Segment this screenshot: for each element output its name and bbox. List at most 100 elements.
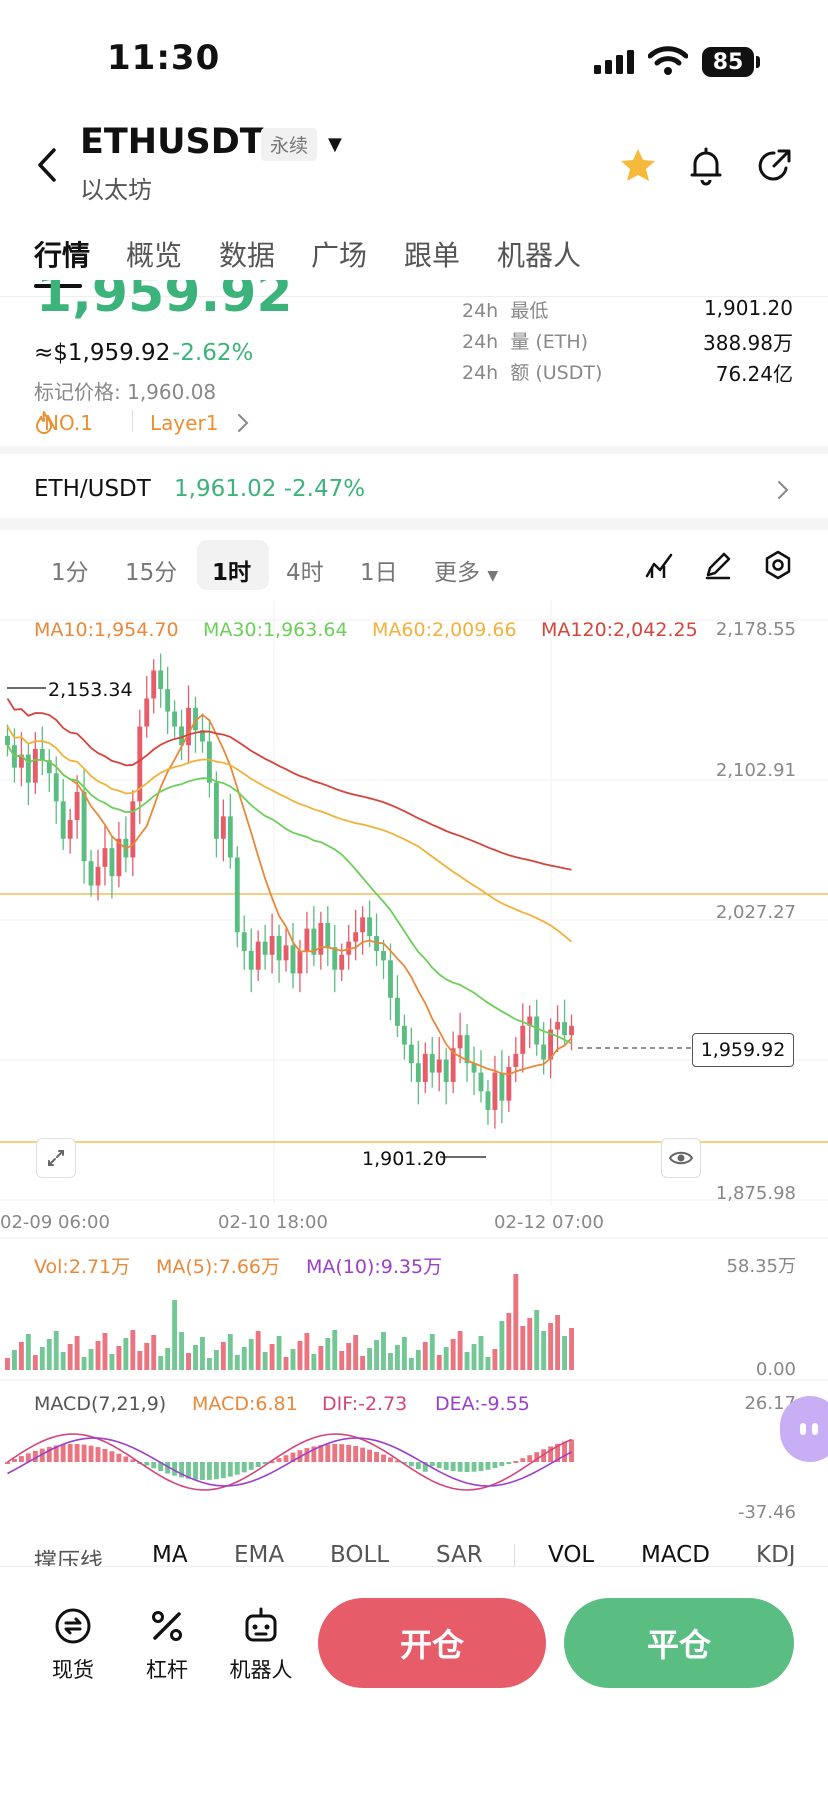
usd-price: ≈$1,959.92 — [34, 340, 171, 366]
volume-bar — [137, 1351, 143, 1370]
macd-bar — [485, 1462, 491, 1470]
macd-bar — [471, 1462, 477, 1472]
candle-body — [436, 1059, 442, 1073]
candle-body — [290, 945, 296, 974]
macd-bar — [144, 1462, 150, 1466]
time-axis-label: 02-10 18:00 — [218, 1212, 328, 1233]
indicator-ma[interactable]: MA — [152, 1542, 188, 1566]
vol-legend: Vol:2.71万 — [34, 1256, 131, 1278]
volume-bar — [381, 1332, 386, 1370]
timeframe-4h[interactable]: 4时 — [286, 560, 324, 586]
price-axis-label: 2,102.91 — [715, 760, 796, 781]
leverage-label: 杠杆 — [146, 1658, 188, 1682]
indicator-ema[interactable]: EMA — [234, 1542, 285, 1566]
flame-icon — [36, 411, 52, 434]
stat-turnover-value: 76.24亿 — [715, 362, 793, 386]
macd-bar — [520, 1458, 526, 1462]
volume-bar — [374, 1340, 379, 1370]
macd-axis-max: 26.17 — [744, 1393, 796, 1414]
settings-icon[interactable] — [762, 549, 794, 581]
draw-pen-icon[interactable] — [702, 549, 734, 581]
share-icon[interactable] — [752, 144, 796, 188]
leverage-button[interactable]: 杠杆 — [122, 1604, 212, 1688]
open-position-button[interactable]: 开仓 — [318, 1598, 546, 1688]
candle-body — [227, 816, 233, 858]
cellular-signal-icon — [594, 50, 634, 74]
kline-chart[interactable] — [0, 600, 828, 1530]
tab-square[interactable]: 广场 — [311, 239, 368, 272]
floating-assistant-button[interactable] — [780, 1396, 828, 1462]
tab-data[interactable]: 数据 — [219, 239, 276, 272]
volume-bar — [206, 1358, 212, 1370]
spot-button[interactable]: 现货 — [28, 1604, 118, 1688]
ma30-line — [6, 744, 572, 1045]
indicator-kdj[interactable]: KDJ — [756, 1542, 796, 1566]
chevron-down-icon[interactable]: ▼ — [328, 134, 342, 155]
tab-copy-trading[interactable]: 跟单 — [404, 239, 461, 272]
chevron-right-icon[interactable] — [236, 412, 250, 434]
symbol-title[interactable]: ETHUSDT — [80, 122, 264, 162]
timeframe-active-bg — [197, 540, 269, 590]
timeframe-1h[interactable]: 1时 — [212, 560, 252, 586]
timeframe-1d[interactable]: 1日 — [360, 560, 398, 586]
candle-body — [255, 941, 261, 970]
timeframe-1m[interactable]: 1分 — [51, 560, 89, 586]
volume-bar — [165, 1348, 171, 1370]
volume-bar — [429, 1334, 435, 1370]
tab-bots[interactable]: 机器人 — [497, 239, 582, 272]
indicator-support-resistance[interactable]: 撑压线 — [34, 1549, 103, 1566]
indicator-boll[interactable]: BOLL — [330, 1542, 390, 1566]
volume-bar — [332, 1330, 338, 1370]
candle-body — [513, 1053, 519, 1067]
indicator-macd[interactable]: MACD — [641, 1542, 710, 1566]
candle-body — [485, 1091, 491, 1111]
rank-tag[interactable]: NO.1 — [44, 411, 93, 435]
tab-market[interactable]: 行情 — [34, 239, 91, 272]
macd-bar — [46, 1446, 52, 1462]
ma10-legend: MA10:1,954.70 — [34, 619, 179, 641]
vol-ma10-legend: MA(10):9.35万 — [306, 1256, 443, 1278]
wifi-icon — [648, 46, 688, 75]
volume-bar — [443, 1347, 449, 1370]
eye-icon — [668, 1151, 694, 1165]
volume-bar — [569, 1328, 574, 1370]
macd-bar — [415, 1462, 421, 1470]
star-icon[interactable] — [616, 144, 660, 188]
close-position-button[interactable]: 平仓 — [564, 1598, 794, 1688]
macd-bar — [527, 1455, 533, 1462]
bot-button[interactable]: 机器人 — [216, 1604, 306, 1688]
candle-body — [499, 1072, 505, 1101]
volume-bar — [548, 1323, 554, 1370]
spot-pair-name[interactable]: ETH/USDT — [34, 476, 151, 502]
current-price-tag: 1,959.92 — [692, 1033, 794, 1067]
ma30-legend: MA30:1,963.64 — [203, 619, 348, 641]
volume-bar — [109, 1354, 115, 1370]
spot-pair-price[interactable]: 1,961.02 -2.47% — [174, 476, 366, 502]
macd-bar — [346, 1444, 352, 1462]
indicator-icon[interactable] — [644, 550, 676, 580]
indicator-vol[interactable]: VOL — [548, 1542, 595, 1566]
timeframe-15m[interactable]: 15分 — [125, 560, 178, 586]
timeframe-more[interactable]: 更多 ▼ — [434, 560, 499, 586]
volume-bar — [116, 1346, 122, 1370]
robot-icon — [245, 1607, 277, 1642]
ma10-line — [6, 713, 573, 1076]
tab-overview[interactable]: 概览 — [126, 239, 183, 272]
fullscreen-button[interactable] — [36, 1138, 76, 1178]
tag-divider — [132, 410, 133, 432]
sector-tag[interactable]: Layer1 — [150, 411, 219, 435]
volume-bar — [179, 1332, 185, 1370]
volume-bar — [5, 1358, 10, 1370]
back-arrow-icon[interactable] — [32, 146, 62, 184]
candle-body — [527, 1016, 533, 1026]
price-axis-label: 2,178.55 — [715, 619, 796, 640]
chevron-right-icon[interactable] — [776, 479, 790, 501]
indicator-divider — [514, 1544, 515, 1566]
macd-bar — [53, 1445, 59, 1462]
bell-icon[interactable] — [684, 144, 728, 188]
bot-label: 机器人 — [229, 1658, 293, 1682]
macd-axis-min: -37.46 — [737, 1502, 796, 1523]
indicator-sar[interactable]: SAR — [436, 1542, 483, 1566]
volume-bar — [74, 1336, 80, 1370]
visibility-button[interactable] — [661, 1138, 701, 1178]
